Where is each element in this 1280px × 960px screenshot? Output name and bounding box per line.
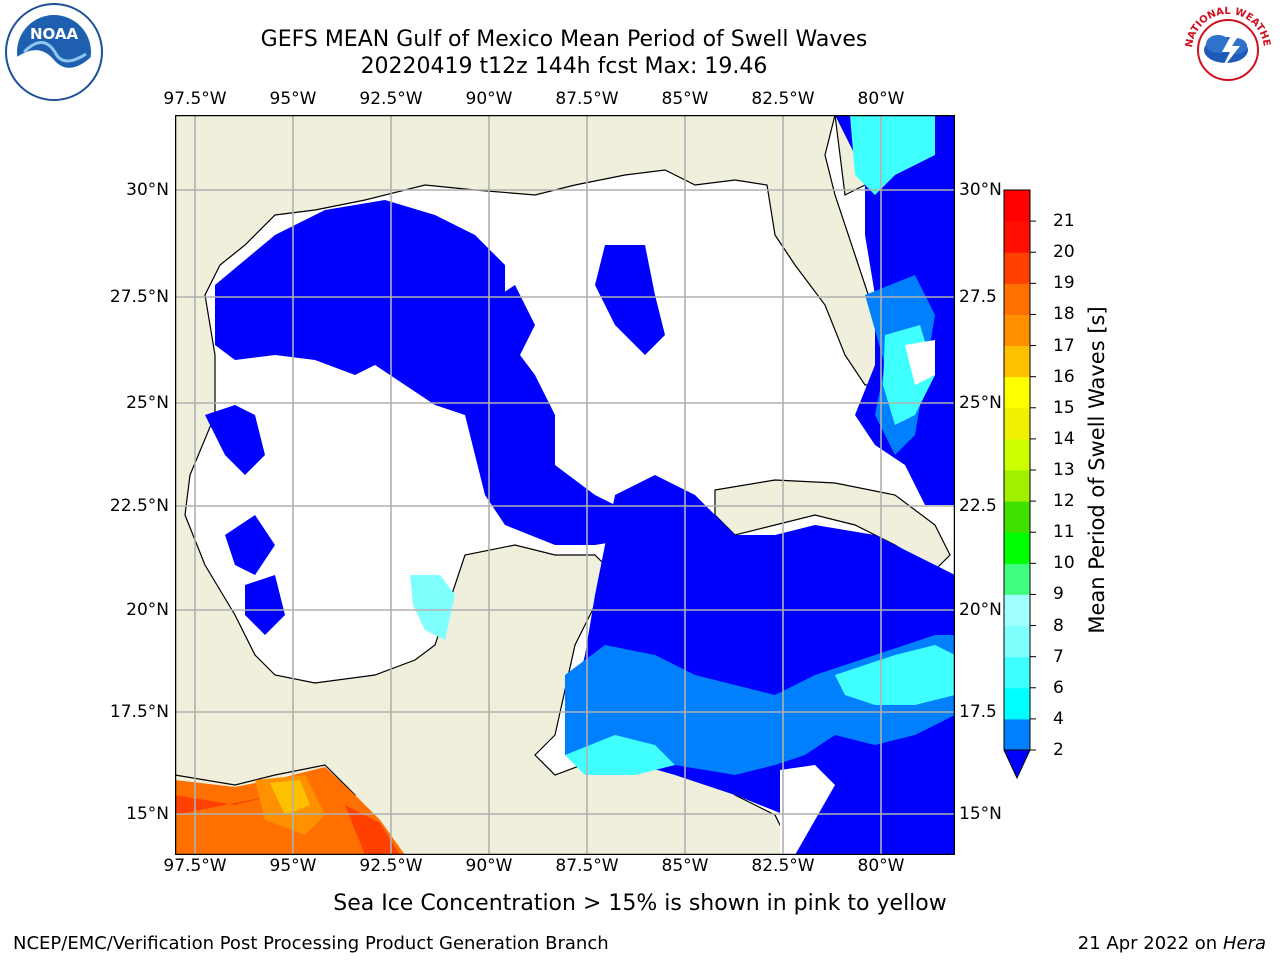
colorbar-tick-label: 8 [1053, 615, 1064, 636]
lat-label-right: 15°N [959, 804, 1002, 824]
colorbar-segment [1004, 376, 1030, 409]
colorbar-segment [1004, 438, 1030, 471]
lon-label-top: 97.5°W [163, 89, 227, 109]
colorbar-segment [1004, 470, 1030, 502]
colorbar-segment [1004, 532, 1030, 564]
colorbar-tick-label: 9 [1053, 584, 1064, 605]
lon-label-top: 87.5°W [555, 89, 619, 109]
sea-ice-note: Sea Ice Concentration > 15% is shown in … [333, 891, 947, 916]
colorbar-segment [1004, 687, 1030, 720]
pacific-swell-field [175, 767, 405, 855]
lon-label-top: 95°W [269, 89, 317, 109]
colorbar-segment [1004, 656, 1030, 689]
lon-label-top: 90°W [465, 89, 513, 109]
lon-label-bottom: 97.5°W [163, 856, 227, 876]
swell-period-field [205, 115, 955, 855]
colorbar-tick-label: 13 [1053, 460, 1075, 480]
lon-label-top: 80°W [857, 89, 905, 109]
lat-label-right: 17.5 [959, 702, 997, 722]
colorbar-tick-label: 17 [1053, 335, 1075, 356]
colorbar-tick-label: 19 [1053, 273, 1075, 294]
lon-label-bottom: 90°W [465, 856, 513, 876]
lat-label-left: 27.5°N [109, 287, 169, 307]
chart-subtitle: 20220419 t12z 144h fcst Max: 19.46 [360, 54, 768, 79]
nws-logo: NATIONAL WEATHER SERVICE [1178, 0, 1275, 97]
colorbar-segment [1004, 221, 1030, 253]
colorbar-tick-label: 2 [1053, 740, 1064, 760]
lat-label-left: 30°N [126, 180, 169, 200]
colorbar-tick-label: 4 [1053, 708, 1064, 729]
lat-label-left: 25°N [126, 393, 169, 413]
colorbar-tick-label: 12 [1053, 491, 1075, 512]
lat-label-right: 30°N [959, 180, 1002, 200]
footer-machine: Hera [1222, 933, 1266, 954]
lon-label-bottom: 92.5°W [359, 856, 423, 876]
colorbar-extend-arrow [1003, 749, 1031, 780]
colorbar-segment [1004, 190, 1030, 222]
lat-label-right: 25°N [959, 393, 1002, 413]
map-panel [175, 115, 955, 855]
colorbar-tick-label: 21 [1053, 211, 1075, 232]
colorbar-segment [1004, 718, 1030, 751]
colorbar-segment [1004, 594, 1030, 627]
lon-label-bottom: 82.5°W [751, 856, 815, 876]
lat-label-left: 20°N [126, 600, 169, 620]
chart-title: GEFS MEAN Gulf of Mexico Mean Period of … [260, 27, 868, 52]
lat-label-left: 22.5°N [109, 496, 169, 516]
colorbar-tick-label: 20 [1053, 242, 1075, 263]
colorbar-tick-label: 6 [1053, 677, 1064, 698]
lat-label-left: 17.5°N [109, 702, 169, 722]
map-frame [175, 115, 955, 855]
lon-label-bottom: 87.5°W [555, 856, 619, 876]
lon-label-bottom: 95°W [269, 856, 317, 876]
colorbar-tick-label: 16 [1053, 366, 1075, 387]
colorbar-segment [1004, 345, 1030, 378]
lat-label-right: 22.5 [959, 496, 997, 516]
colorbar-segment [1004, 563, 1030, 595]
colorbar-segment [1004, 407, 1030, 440]
lon-label-top: 82.5°W [751, 89, 815, 109]
colorbar-tick-label: 7 [1053, 646, 1064, 667]
colorbar-segment [1004, 283, 1030, 315]
colorbar-tick-label: 18 [1053, 304, 1075, 325]
lat-label-right: 20°N [959, 600, 1002, 620]
lat-label-right: 27.5 [959, 287, 997, 307]
colorbar-tick-label: 10 [1053, 553, 1075, 574]
colorbar-segment [1004, 252, 1030, 284]
colorbar [1003, 189, 1036, 780]
colorbar-tick-label: 14 [1053, 428, 1075, 449]
lon-label-top: 92.5°W [359, 89, 423, 109]
noaa-logo-text: NOAA [30, 25, 79, 43]
grid-lines [175, 115, 955, 855]
lat-label-left: 15°N [126, 804, 169, 824]
colorbar-segment [1004, 501, 1030, 533]
colorbar-tick-label: 15 [1053, 397, 1075, 418]
lon-label-bottom: 85°W [661, 856, 709, 876]
lon-label-bottom: 80°W [857, 856, 905, 876]
footer-date: 21 Apr 2022 on Hera [1077, 933, 1266, 954]
noaa-logo: NOAA [5, 3, 103, 101]
footer-credit: NCEP/EMC/Verification Post Processing Pr… [13, 933, 609, 954]
colorbar-title: Mean Period of Swell Waves [s] [1085, 306, 1109, 634]
lon-label-top: 85°W [661, 89, 709, 109]
colorbar-segment [1004, 314, 1030, 347]
colorbar-segment [1004, 625, 1030, 658]
colorbar-tick-label: 11 [1053, 522, 1075, 543]
